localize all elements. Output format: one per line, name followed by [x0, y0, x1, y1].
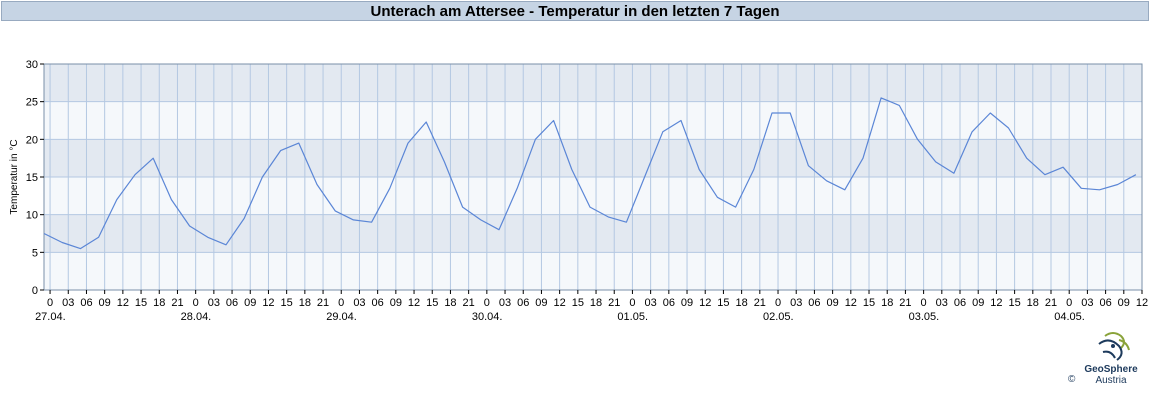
x-tick-label: 0	[484, 297, 490, 309]
x-tick-label: 18	[299, 297, 311, 309]
plot-band	[44, 101, 1142, 140]
plot-band	[44, 139, 1142, 177]
x-tick-label: 12	[699, 297, 711, 309]
x-tick-label: 12	[554, 297, 566, 309]
logo-name: GeoSphere	[1084, 364, 1138, 375]
x-date-label: 28.04.	[181, 311, 212, 323]
x-tick-label: 18	[153, 297, 165, 309]
x-tick-label: 03	[645, 297, 657, 309]
x-axis: 0 03 06 09 12 15 18 21 0 03 06 09 12 15 18 21 0 03 06 09 12 1…	[35, 290, 1148, 323]
y-tick-label: 10	[26, 210, 38, 222]
x-tick-label: 18	[1027, 297, 1039, 309]
x-tick-label: 18	[444, 297, 456, 309]
y-tick-label: 5	[32, 247, 38, 259]
temperature-line	[43, 97, 1137, 250]
x-tick-label: 06	[1099, 297, 1111, 309]
x-tick-label: 03	[208, 297, 220, 309]
x-tick-label: 12	[408, 297, 420, 309]
x-tick-label: 09	[244, 297, 256, 309]
x-tick-label: 15	[717, 297, 729, 309]
x-tick-label: 12	[262, 297, 274, 309]
x-tick-label: 0	[193, 297, 199, 309]
x-date-label: 02.05.	[763, 311, 794, 323]
x-tick-label: 0	[338, 297, 344, 309]
x-tick-label: 03	[790, 297, 802, 309]
x-tick-label: 21	[317, 297, 329, 309]
x-tick-label: 15	[426, 297, 438, 309]
x-tick-label: 06	[80, 297, 92, 309]
plot-band	[44, 64, 1142, 102]
x-tick-label: 06	[954, 297, 966, 309]
x-tick-label: 0	[921, 297, 927, 309]
temperature-series	[43, 97, 1137, 250]
x-tick-label: 21	[1045, 297, 1057, 309]
x-tick-label: 0	[47, 297, 53, 309]
x-tick-label: 12	[845, 297, 857, 309]
x-tick-label: 15	[135, 297, 147, 309]
x-tick-label: 09	[972, 297, 984, 309]
x-tick-label: 06	[517, 297, 529, 309]
x-tick-label: 21	[754, 297, 766, 309]
copyright-symbol: ©	[1068, 374, 1076, 385]
x-tick-label: 09	[681, 297, 693, 309]
y-tick-label: 25	[26, 97, 38, 109]
x-tick-label: 21	[171, 297, 183, 309]
x-tick-label: 03	[936, 297, 948, 309]
y-axis-label: Temperatur in °C	[9, 139, 20, 214]
x-tick-label: 09	[826, 297, 838, 309]
geosphere-logo	[1098, 332, 1130, 361]
x-date-label: 04.05.	[1054, 311, 1085, 323]
x-tick-label: 09	[535, 297, 547, 309]
x-tick-label: 15	[572, 297, 584, 309]
x-tick-label: 0	[629, 297, 635, 309]
plot-band	[44, 252, 1142, 290]
x-tick-label: 15	[1008, 297, 1020, 309]
x-tick-label: 09	[99, 297, 111, 309]
x-tick-label: 03	[353, 297, 365, 309]
x-tick-label: 03	[1081, 297, 1093, 309]
x-tick-label: 12	[1136, 297, 1148, 309]
x-tick-label: 09	[390, 297, 402, 309]
x-tick-label: 21	[608, 297, 620, 309]
y-axis: 0 5 10 15 20 25 30	[26, 59, 44, 297]
x-tick-label: 18	[881, 297, 893, 309]
x-tick-label: 18	[735, 297, 747, 309]
logo-subtitle: Austria	[1095, 375, 1127, 386]
x-tick-label: 06	[663, 297, 675, 309]
chart-title: Unterach am Attersee - Temperatur in den…	[1, 1, 1149, 21]
x-tick-label: 06	[808, 297, 820, 309]
x-date-label: 03.05.	[909, 311, 940, 323]
x-tick-label: 03	[62, 297, 74, 309]
x-tick-label: 21	[463, 297, 475, 309]
x-tick-label: 15	[281, 297, 293, 309]
y-tick-label: 30	[26, 59, 38, 71]
y-tick-label: 20	[26, 134, 38, 146]
x-date-label: 30.04.	[472, 311, 503, 323]
x-date-label: 27.04.	[35, 311, 66, 323]
y-tick-label: 0	[32, 285, 38, 297]
plot-band	[44, 214, 1142, 253]
x-tick-label: 18	[590, 297, 602, 309]
x-tick-label: 15	[863, 297, 875, 309]
x-tick-label: 09	[1118, 297, 1130, 309]
x-tick-label: 06	[226, 297, 238, 309]
x-tick-label: 0	[775, 297, 781, 309]
x-date-label: 01.05.	[617, 311, 648, 323]
x-tick-label: 21	[899, 297, 911, 309]
x-tick-label: 0	[1066, 297, 1072, 309]
x-tick-label: 06	[372, 297, 384, 309]
x-tick-label: 12	[990, 297, 1002, 309]
x-date-label: 29.04.	[326, 311, 357, 323]
y-tick-label: 15	[26, 172, 38, 184]
x-tick-label: 12	[117, 297, 129, 309]
x-tick-label: 03	[499, 297, 511, 309]
